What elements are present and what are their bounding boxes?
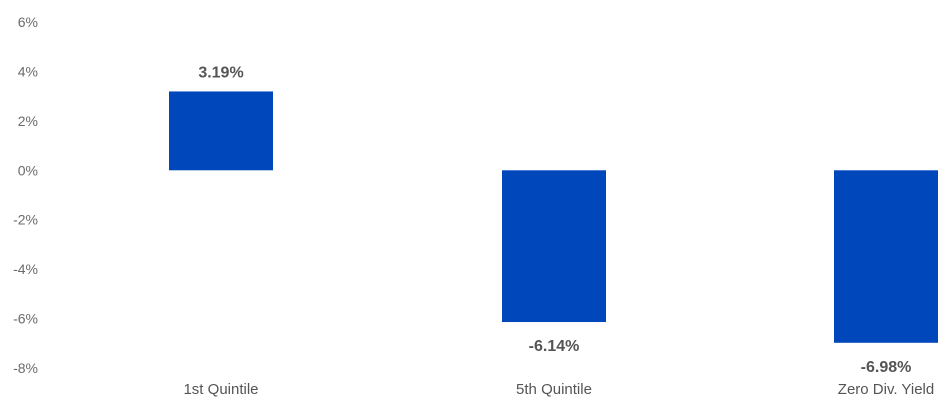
y-tick-label: -4%: [13, 261, 38, 277]
x-category-label: 5th Quintile: [516, 381, 592, 398]
y-tick-label: 4%: [18, 63, 38, 79]
y-tick-label: 6%: [18, 14, 38, 30]
data-labels: 3.19% -6.14% -6.98%: [198, 64, 911, 375]
x-axis: 1st Quintile 5th Quintile Zero Div. Yield: [183, 381, 934, 398]
bars: [169, 91, 938, 343]
y-tick-label: -8%: [13, 360, 38, 376]
y-axis: 6% 4% 2% 0% -2% -4% -6% -8%: [13, 14, 38, 376]
bar: [834, 170, 938, 343]
y-tick-label: 0%: [18, 162, 38, 178]
y-tick-label: -2%: [13, 212, 38, 228]
data-label: -6.14%: [529, 338, 580, 355]
data-label: -6.98%: [861, 359, 912, 376]
data-label: 3.19%: [198, 64, 243, 81]
bar: [502, 170, 606, 323]
x-category-label: 1st Quintile: [183, 381, 258, 398]
y-tick-label: 2%: [18, 113, 38, 129]
y-tick-label: -6%: [13, 311, 38, 327]
bar: [169, 91, 273, 171]
x-category-label: Zero Div. Yield: [838, 381, 934, 398]
